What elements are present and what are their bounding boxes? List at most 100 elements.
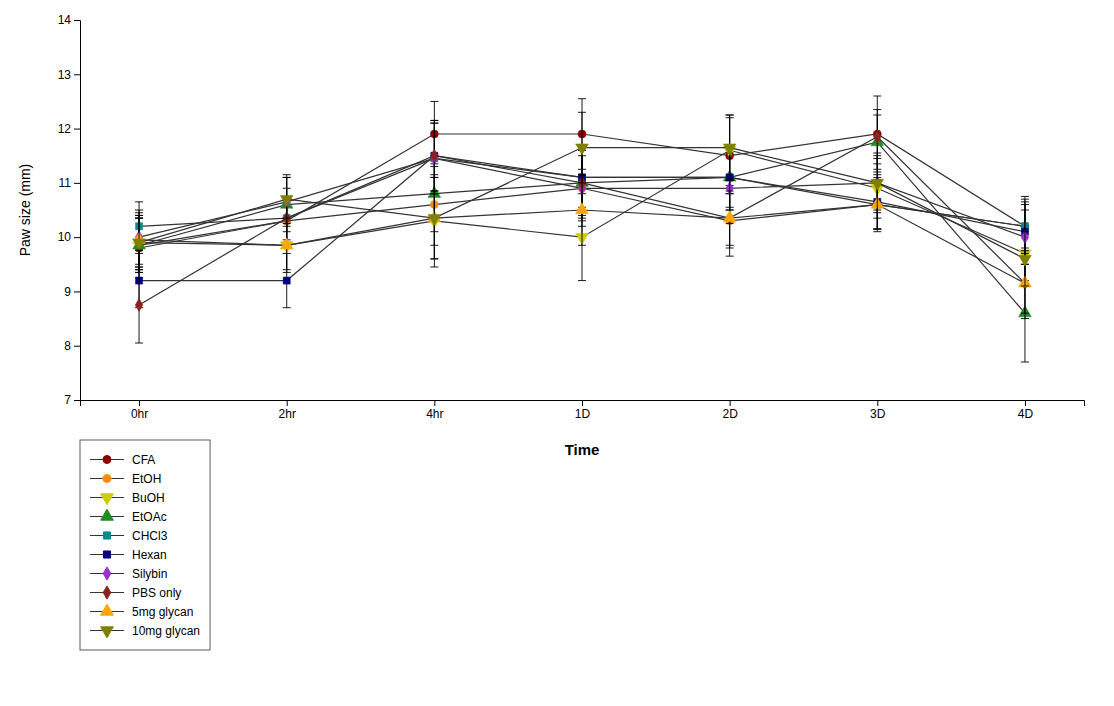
y-tick-label: 10 [58, 230, 72, 244]
legend-item: Silybin [90, 567, 167, 581]
x-tick-mark [287, 400, 288, 406]
x-tick-label: 2D [722, 407, 738, 421]
marker [135, 298, 143, 311]
marker [873, 130, 881, 143]
series [135, 120, 1029, 307]
marker [576, 203, 589, 214]
y-axis-title: Paw size (mm) [17, 164, 33, 257]
x-tick: 0hr [131, 400, 148, 421]
x-tick: 2hr [279, 400, 296, 421]
legend: CFA EtOH BuOH EtOAc CHCl3 Hexan Silybin PBS onl… [80, 440, 210, 650]
legend-label: EtOAc [132, 510, 167, 524]
legend-marker [101, 509, 114, 520]
y-tick-mark [74, 129, 80, 130]
x-tick: 3D [870, 400, 886, 421]
marker [280, 195, 293, 206]
y-tick-label: 14 [58, 13, 72, 27]
legend-marker [103, 551, 110, 558]
x-tick-label: 1D [575, 407, 591, 421]
y-tick-mark [74, 346, 80, 347]
legend-label: Hexan [132, 548, 167, 562]
data-area [133, 96, 1032, 362]
legend-frame [80, 440, 210, 650]
legend-item: CHCl3 [90, 529, 168, 543]
legend-label: CFA [132, 453, 155, 467]
x-tick: 4hr [426, 400, 443, 421]
y-tick-label: 11 [59, 176, 72, 190]
x-tick-label: 3D [870, 407, 886, 421]
marker [283, 277, 290, 284]
legend-marker [103, 456, 111, 464]
y-tick: 13 [58, 68, 80, 82]
y-tick: 14 [58, 13, 80, 27]
legend-marker [101, 627, 114, 638]
y-tick-label: 12 [58, 122, 72, 136]
series [133, 112, 1032, 286]
y-tick: 7 [64, 393, 80, 407]
marker [133, 239, 146, 250]
y-tick: 12 [58, 122, 80, 136]
marker [1019, 255, 1032, 266]
x-tick-label: 0hr [131, 407, 148, 421]
x-axis-line [81, 401, 1085, 407]
marker [871, 179, 884, 190]
y-tick: 10 [58, 230, 80, 244]
marker [723, 144, 736, 155]
y-tick-mark [74, 20, 80, 21]
legend-label: BuOH [132, 491, 165, 505]
y-tick-label: 13 [58, 68, 72, 82]
x-tick-mark [582, 400, 583, 406]
plot-root: 7 8 9 10 11 12 13 14 0hr 2hr 4hr 1D 2D 3D 4D Paw size (… [17, 13, 1085, 650]
marker [576, 144, 589, 155]
x-axis-title: Time [565, 441, 600, 458]
marker [723, 211, 736, 222]
y-tick-mark [74, 291, 80, 292]
legend-item: Hexan [90, 548, 167, 562]
x-tick: 2D [722, 400, 738, 421]
legend-item: 5mg glycan [90, 604, 193, 619]
legend-item: BuOH [90, 491, 165, 505]
x-tick-label: 4hr [426, 407, 443, 421]
legend-marker [101, 494, 114, 505]
series [135, 110, 1029, 343]
legend-item: EtOAc [90, 509, 167, 524]
series [133, 115, 1032, 362]
marker [431, 149, 439, 162]
legend-marker [103, 475, 111, 483]
y-axis: 7 8 9 10 11 12 13 14 [58, 13, 81, 407]
x-tick-mark [730, 400, 731, 406]
legend-marker [103, 567, 111, 580]
legend-marker [103, 586, 111, 599]
legend-item: EtOH [90, 472, 161, 486]
legend-label: Silybin [132, 567, 167, 581]
series [135, 123, 1029, 264]
series [133, 175, 1032, 313]
legend-label: 10mg glycan [132, 624, 200, 638]
y-tick-mark [74, 400, 80, 401]
legend-label: PBS only [132, 586, 181, 600]
x-tick: 4D [1018, 400, 1034, 421]
legend-label: EtOH [132, 472, 161, 486]
x-tick-mark [434, 400, 435, 406]
chart: 7 8 9 10 11 12 13 14 0hr 2hr 4hr 1D 2D 3D 4D Paw size (… [0, 0, 1114, 706]
legend-marker [103, 532, 110, 539]
marker [280, 238, 293, 249]
x-tick-mark [1025, 400, 1026, 406]
y-tick-label: 8 [64, 339, 71, 353]
y-tick: 9 [64, 285, 80, 299]
x-tick: 1D [575, 400, 591, 421]
y-tick-mark [74, 183, 80, 184]
legend-label: CHCl3 [132, 529, 168, 543]
y-tick-mark [74, 237, 80, 238]
legend-label: 5mg glycan [132, 605, 193, 619]
y-tick-mark [74, 74, 80, 75]
y-axis-line [74, 21, 81, 401]
x-tick-mark [139, 400, 140, 406]
legend-marker [101, 604, 114, 615]
y-tick: 8 [64, 339, 80, 353]
y-tick-label: 9 [64, 285, 71, 299]
legend-item: 10mg glycan [90, 624, 200, 638]
error-bar [135, 267, 143, 343]
legend-item: PBS only [90, 586, 181, 600]
marker [428, 214, 441, 225]
